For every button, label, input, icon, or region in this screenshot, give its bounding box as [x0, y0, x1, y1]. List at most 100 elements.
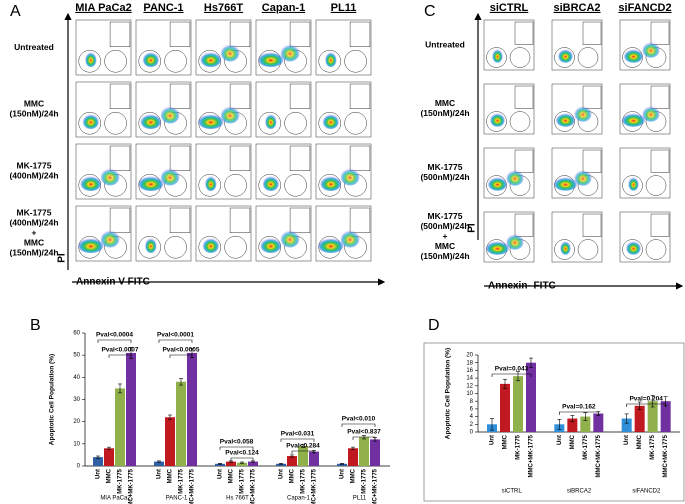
gate-box	[169, 83, 191, 109]
x-tick-label: Capan-1	[287, 496, 311, 502]
panel-label: A	[10, 3, 21, 20]
error-bar	[650, 395, 655, 408]
bar-label: Unt	[157, 469, 163, 479]
error-bar	[503, 378, 507, 389]
bar	[237, 462, 247, 466]
flow-plot	[483, 211, 535, 263]
significance-bracket	[491, 373, 532, 377]
plot-frame	[195, 205, 252, 262]
bar-label: MMC	[503, 434, 509, 449]
bar	[93, 457, 103, 466]
error-bar	[96, 455, 100, 459]
significance-bracket	[230, 457, 254, 461]
y-tick-label: 18	[466, 360, 473, 366]
bar	[126, 352, 136, 466]
bar-label: MMC	[351, 468, 357, 483]
bar	[500, 383, 510, 432]
plot-frame	[483, 19, 535, 71]
gate-box	[109, 207, 131, 233]
cell-cluster	[560, 241, 571, 255]
bar	[176, 381, 186, 466]
cell-cluster	[200, 52, 222, 68]
bar	[634, 405, 645, 432]
gate-circle	[486, 47, 507, 68]
cell-cluster	[555, 113, 576, 127]
flow-plot	[195, 19, 252, 76]
cell-cluster	[506, 170, 524, 186]
gate-circle	[284, 112, 307, 135]
gate-box	[650, 21, 670, 45]
x-tick-label: siBRCA2	[567, 489, 592, 495]
gate-box	[289, 21, 311, 47]
significance-bracket	[626, 403, 666, 407]
y-tick-label: 12	[466, 383, 473, 389]
y-tick-label: 2	[470, 422, 474, 428]
gate-circle	[318, 112, 341, 135]
y-tick-label: 10	[466, 391, 473, 397]
bar-label: MMC+MK-1775	[312, 468, 318, 504]
gate-box	[582, 149, 602, 173]
gate-circle	[622, 239, 643, 260]
flow-plot	[483, 19, 535, 71]
significance-bracket	[280, 438, 315, 442]
cell-cluster	[628, 177, 639, 191]
bar-label: Unt	[340, 469, 346, 479]
gate-circle	[224, 174, 247, 197]
gate-box	[289, 207, 311, 233]
cell-cluster	[506, 234, 524, 250]
plot-frame	[315, 19, 372, 76]
bar-label: MK-1775	[583, 434, 589, 459]
cell-cluster	[340, 168, 360, 186]
gate-circle	[258, 112, 281, 135]
gate-circle	[509, 111, 531, 132]
error-bar	[570, 415, 575, 422]
flow-plot	[315, 19, 372, 76]
flow-plot	[195, 81, 252, 138]
gate-circle	[138, 50, 161, 73]
gate-box	[229, 145, 251, 171]
row-label: MK-1775 (500nM)/24h + MMC (150nM)/24h	[420, 211, 469, 261]
axis-label: Annexin- FITC	[488, 281, 556, 292]
cell-cluster	[142, 52, 159, 68]
column-header: PL11	[331, 2, 357, 14]
flow-plot	[315, 81, 372, 138]
gate-circle	[577, 47, 599, 68]
cell-cluster	[325, 52, 337, 68]
bar-label: MMC+MK-1775	[190, 468, 196, 504]
gate-box	[229, 207, 251, 233]
plot-frame	[75, 81, 132, 138]
gate-box	[169, 145, 191, 171]
bar	[513, 376, 523, 432]
row-label: MK-1775 (400nM)/24h + MMC (150nM)/24h	[9, 208, 58, 258]
error-bar	[118, 383, 122, 394]
significance-bracket	[291, 450, 315, 454]
annotation: Pval<0.058	[220, 439, 254, 446]
error-bar	[168, 414, 172, 420]
flow-plot	[75, 205, 132, 262]
error-bar	[301, 444, 305, 448]
gate-circle	[554, 47, 575, 68]
bar	[359, 437, 369, 466]
cell-cluster	[623, 49, 644, 63]
flow-plot	[75, 143, 132, 200]
flow-plot	[255, 19, 312, 76]
plot-frame	[483, 83, 535, 135]
bar-label: MMC	[229, 468, 235, 483]
gate-circle	[509, 47, 531, 68]
error-bar	[251, 460, 255, 463]
gate-circle	[198, 236, 221, 259]
row-label: MMC (150nM)/24h	[9, 99, 58, 119]
gate-box	[229, 83, 251, 109]
annotation: Pval=0.162	[562, 404, 596, 411]
plot-frame	[315, 81, 372, 138]
y-axis-label: Apoptotic Cell Population (%)	[445, 348, 452, 439]
bar-label: MK-1775	[362, 468, 368, 493]
y-tick-label: 6	[470, 406, 474, 412]
gate-circle	[78, 112, 101, 135]
flow-plot	[135, 81, 192, 138]
bar	[593, 413, 604, 432]
bar	[337, 463, 347, 466]
gate-box	[169, 21, 191, 47]
cell-cluster	[202, 238, 219, 254]
x-tick-label: siFANCD2	[632, 489, 661, 495]
